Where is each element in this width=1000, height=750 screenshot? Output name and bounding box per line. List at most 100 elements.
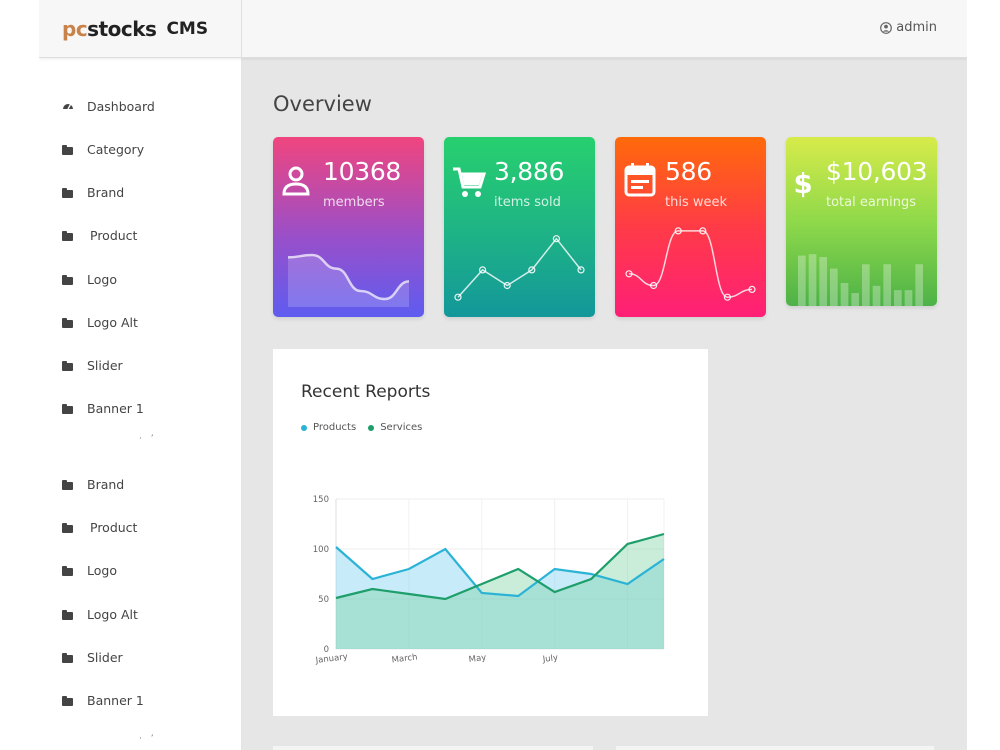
y-tick-label: 0 — [324, 645, 329, 655]
folder-icon — [62, 694, 74, 706]
folder-icon — [62, 478, 74, 490]
folder-icon — [62, 608, 74, 620]
stat-card-this-week[interactable]: 586 this week — [615, 137, 766, 317]
sparkline-bar — [894, 290, 902, 306]
sparkline-bar — [830, 268, 838, 306]
sidebar-item-brand[interactable]: Brand — [62, 474, 124, 494]
folder-icon — [62, 229, 74, 241]
folder-icon — [62, 564, 74, 576]
sparkline-point — [503, 281, 511, 290]
sidebar-item-label: Category — [87, 141, 145, 157]
logo-stocks: stocks — [87, 17, 157, 41]
legend-item-services[interactable]: Services — [368, 422, 422, 433]
folder-icon — [62, 651, 74, 663]
sidebar-item-slider[interactable]: Slider — [62, 647, 123, 667]
sparkline-bar — [872, 285, 881, 306]
sidebar-item-banner-1[interactable]: Banner 1 — [62, 690, 144, 710]
sparkline-bar — [798, 255, 806, 306]
stat-label: items sold — [494, 195, 561, 210]
x-tick-label: May — [468, 653, 487, 665]
sidebar-item-logo-alt[interactable]: Logo Alt — [62, 604, 138, 624]
folder-icon — [62, 186, 74, 198]
x-tick-label: March — [391, 652, 418, 665]
folder-icon — [62, 273, 74, 285]
sidebar-item-brand[interactable]: Brand — [62, 182, 124, 202]
brand[interactable]: pcstocks CMS — [39, 0, 242, 58]
cms-label: CMS — [166, 19, 209, 39]
sparkline-bar — [808, 254, 817, 306]
sparkline-point — [478, 266, 487, 274]
sparkline-point — [699, 227, 707, 235]
earnings-bar-sparkline — [798, 254, 924, 306]
items-sold-sparkline — [454, 235, 585, 301]
sidebar-item-label: Logo — [87, 562, 117, 578]
dashboard-gauge-icon — [62, 100, 74, 112]
sidebar-item-banner-1[interactable]: Banner 1 — [62, 398, 144, 418]
x-tick-label: January — [314, 652, 348, 666]
sparkline-point — [674, 227, 682, 235]
legend-label: Services — [380, 422, 423, 433]
sidebar-item-label: Product — [90, 227, 138, 243]
sidebar-item-slider[interactable]: Slider — [62, 355, 123, 375]
members-sparkline — [287, 253, 410, 307]
legend-label: Products — [313, 422, 357, 433]
sidebar-item-category[interactable]: Category — [62, 139, 144, 159]
user-name: admin — [896, 20, 937, 35]
y-tick-label: 100 — [313, 545, 329, 555]
sidebar-item-dashboard[interactable]: Dashboard — [62, 96, 155, 116]
stat-label: total earnings — [826, 195, 917, 210]
stat-card-items-sold[interactable]: 3,886 items sold — [444, 137, 595, 317]
sparkline-point — [625, 270, 633, 278]
series-line-services — [335, 532, 665, 601]
dollar-icon: $ — [794, 168, 813, 200]
stat-label: members — [323, 195, 385, 210]
sparkline-bar — [819, 257, 828, 306]
logo-pc: pc — [62, 17, 88, 41]
sidebar-item-label: Banner 1 — [87, 400, 144, 416]
sparkline-point — [649, 281, 658, 290]
x-tick-label: July — [541, 653, 558, 665]
sidebar-item-label: Dashboard — [87, 98, 155, 114]
sparkline-bar — [840, 282, 849, 306]
sparkline-point — [528, 266, 536, 274]
sparkline-point — [723, 293, 732, 301]
y-tick-label: 50 — [318, 595, 329, 605]
folder-icon — [62, 143, 74, 155]
series-line-products — [335, 546, 665, 598]
folder-icon — [62, 316, 74, 328]
stat-value: 3,886 — [494, 157, 565, 186]
sparkline-bar — [883, 264, 892, 306]
calendar-icon — [624, 163, 656, 197]
sidebar-item-product[interactable]: Product — [62, 225, 137, 245]
sidebar-item-label: Brand — [87, 476, 125, 492]
logo[interactable]: pcstocks — [62, 17, 157, 41]
folder-icon — [62, 521, 74, 533]
y-tick-label: 150 — [313, 495, 329, 505]
stat-card-members[interactable]: 10368 members — [273, 137, 424, 317]
sidebar-item-product[interactable]: Product — [62, 517, 137, 537]
sidebar-item-logo[interactable]: Logo — [62, 560, 117, 580]
sparkline-point — [552, 235, 561, 243]
sparkline-line — [287, 253, 410, 301]
sidebar-item-label: Logo — [87, 271, 117, 287]
sparkline-line — [457, 237, 582, 298]
sidebar-item-label: Banner 1 — [87, 692, 144, 708]
sparkline-line — [628, 230, 753, 298]
user-menu[interactable]: admin — [880, 20, 937, 35]
sidebar-item-logo-alt[interactable]: Logo Alt — [62, 312, 138, 332]
sidebar-clipped-item: · ʼ — [139, 434, 157, 444]
page-title: Overview — [273, 92, 372, 116]
user-circle-icon — [880, 21, 893, 34]
series-area-services — [336, 534, 664, 649]
stat-value: 10368 — [323, 157, 402, 186]
sparkline-bar — [904, 290, 913, 306]
recent-reports-panel: Recent Reports Products Services 0 50 100 1… — [273, 349, 708, 716]
legend-item-products[interactable]: Products — [301, 422, 356, 433]
sidebar-item-logo[interactable]: Logo — [62, 269, 117, 289]
sparkline-point — [748, 285, 756, 294]
sparkline-point — [454, 293, 462, 301]
stat-card-total-earnings[interactable]: $ $10,603 total earnings — [786, 137, 937, 306]
stat-value: 586 — [665, 157, 712, 186]
folder-icon — [62, 359, 74, 371]
recent-reports-chart: 0 50 100 150 January March May July — [313, 495, 665, 666]
